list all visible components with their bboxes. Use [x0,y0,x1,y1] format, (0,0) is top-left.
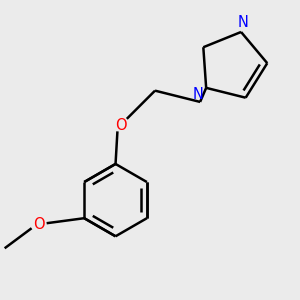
Text: N: N [193,87,204,102]
Text: O: O [115,118,126,133]
Text: N: N [238,15,249,30]
Text: O: O [33,217,45,232]
